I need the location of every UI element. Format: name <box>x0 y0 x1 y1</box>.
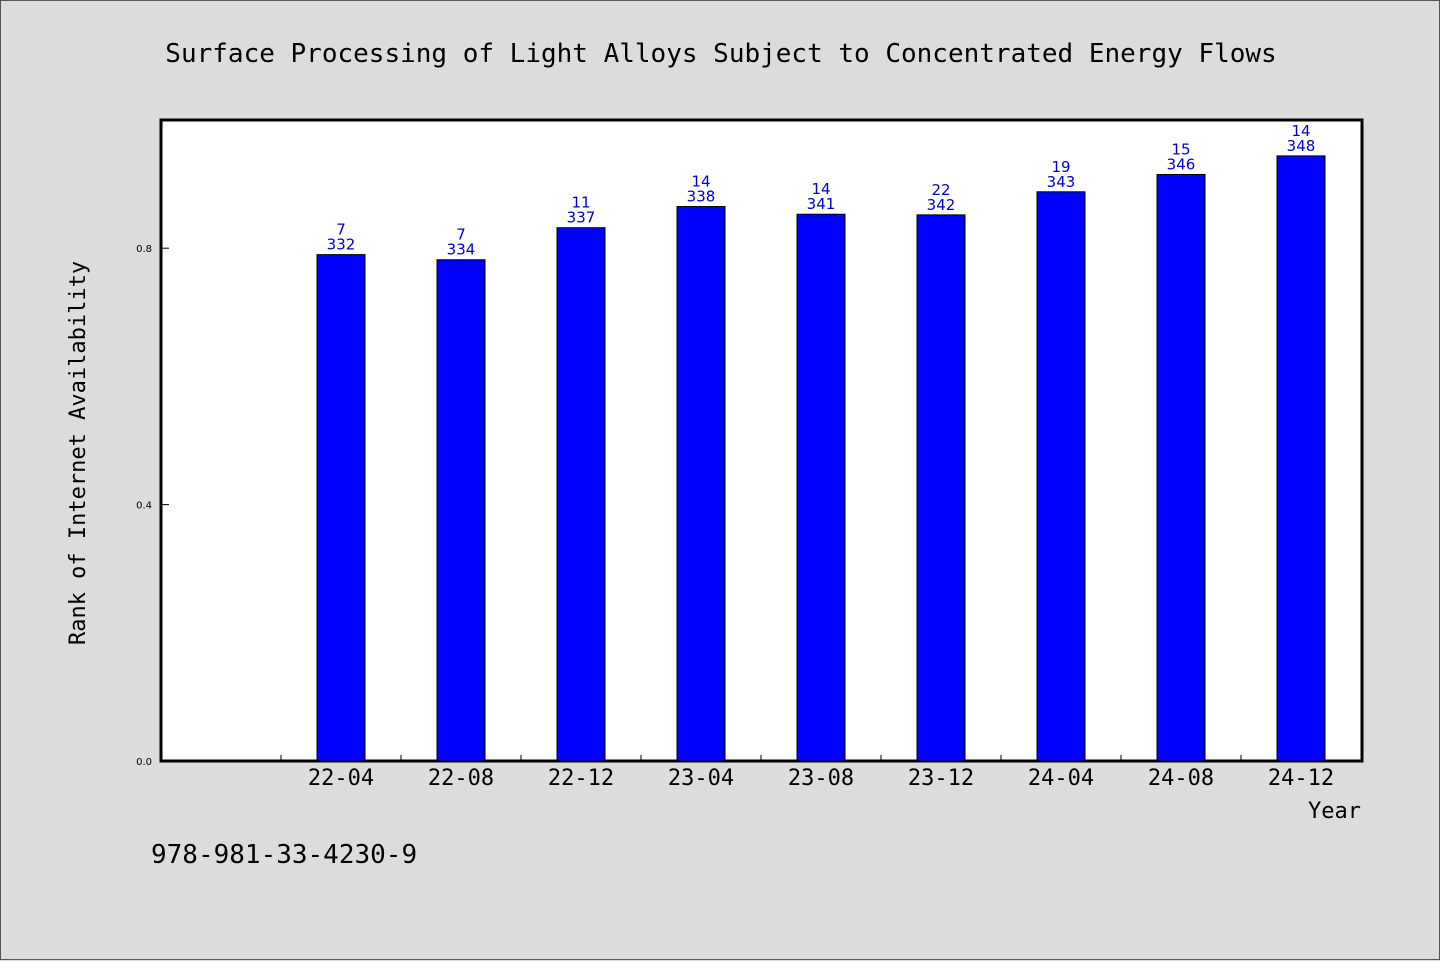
axis-ticks <box>161 247 1362 762</box>
y-tick-labels: 0.0 0.4 0.8 <box>136 244 152 768</box>
bar-label-top: 22 <box>931 181 950 199</box>
bar-label-top: 19 <box>1051 158 1070 176</box>
bar-label-top: 11 <box>571 194 590 212</box>
y-axis-label: Rank of Internet Availability <box>66 261 91 645</box>
bar-label-bottom: 342 <box>927 196 956 214</box>
x-tick-label: 24-04 <box>1028 766 1094 791</box>
x-tick-label: 23-12 <box>908 766 974 791</box>
x-tick-label: 23-04 <box>668 766 734 791</box>
x-tick-label: 23-08 <box>788 766 854 791</box>
bar-23-04 <box>676 206 726 762</box>
isbn-footer: 978-981-33-4230-9 <box>151 840 417 870</box>
bar-24-12 <box>1276 155 1326 762</box>
bars <box>316 155 1326 762</box>
y-tick-label: 0.8 <box>136 244 152 255</box>
bar-24-08 <box>1156 173 1206 762</box>
x-tick-label: 22-08 <box>428 766 494 791</box>
x-axis-label: Year <box>1308 799 1361 824</box>
bar-22-08 <box>436 259 486 762</box>
bar-label-bottom: 348 <box>1287 137 1316 155</box>
bar-label-bottom: 346 <box>1167 155 1196 173</box>
bar-label-bottom: 341 <box>807 195 836 213</box>
y-tick-label: 0.4 <box>136 501 152 512</box>
bar-label-bottom: 338 <box>687 188 716 206</box>
bar-22-12 <box>556 227 606 762</box>
bar-label-bottom: 334 <box>447 241 476 259</box>
x-tick-label: 24-12 <box>1268 766 1334 791</box>
bar-label-top: 14 <box>691 173 710 191</box>
bar-23-12 <box>916 214 966 762</box>
bar-22-04 <box>316 254 366 762</box>
x-tick-label: 22-12 <box>548 766 614 791</box>
bar-label-top: 14 <box>1291 122 1310 140</box>
bar-label-top: 15 <box>1171 140 1190 158</box>
bar-label-bottom: 332 <box>327 236 356 254</box>
x-tick-label: 24-08 <box>1148 766 1214 791</box>
bar-label-top: 7 <box>336 221 346 239</box>
bar-label-bottom: 343 <box>1047 173 1076 191</box>
bar-label-top: 7 <box>456 226 466 244</box>
bar-23-08 <box>796 213 846 762</box>
bar-label-bottom: 337 <box>567 209 596 227</box>
x-tick-label: 22-04 <box>308 766 374 791</box>
chart-title: Surface Processing of Light Alloys Subje… <box>165 39 1276 69</box>
bar-24-04 <box>1036 191 1086 762</box>
y-tick-label: 0.0 <box>136 757 152 768</box>
x-tick-labels: 22-04 22-08 22-12 23-04 23-08 23-12 24-04 24-08… <box>308 766 1334 791</box>
bar-label-top: 14 <box>811 180 830 198</box>
